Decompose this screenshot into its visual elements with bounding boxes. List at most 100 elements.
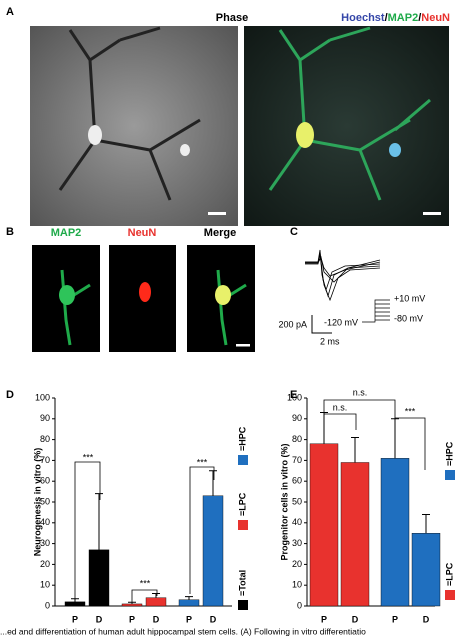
panel-letter: A bbox=[6, 6, 14, 18]
error-bar bbox=[351, 437, 359, 463]
error-bar bbox=[391, 418, 399, 459]
legend-label: =LPC bbox=[444, 562, 454, 586]
stain: MAP2 bbox=[388, 12, 419, 24]
x-tick-label: D bbox=[96, 614, 103, 624]
y-tick-label: 10 bbox=[292, 580, 302, 590]
bar bbox=[64, 601, 86, 607]
error-bar bbox=[185, 596, 193, 600]
cells bbox=[268, 26, 431, 201]
annotation: *** bbox=[405, 406, 416, 416]
legend-swatch bbox=[445, 470, 455, 480]
scale-label: 200 pA bbox=[278, 319, 307, 329]
bar bbox=[145, 597, 167, 607]
y-tick-label: 60 bbox=[40, 476, 50, 486]
y-tick-label: 50 bbox=[292, 496, 302, 506]
fluorescence-image bbox=[244, 26, 449, 226]
bar bbox=[380, 458, 410, 607]
x-tick-label: D bbox=[153, 614, 160, 624]
legend-label: =Total bbox=[237, 570, 247, 596]
scale-bar bbox=[236, 344, 250, 347]
caption: ...ed and differentiation of human adult… bbox=[0, 626, 366, 636]
y-tick-label: 70 bbox=[292, 455, 302, 465]
panel-letter: D bbox=[6, 389, 14, 401]
soma bbox=[389, 143, 401, 157]
legend-swatch bbox=[238, 600, 248, 610]
panel-letter: C bbox=[290, 226, 298, 238]
panel-letter: E bbox=[290, 389, 297, 401]
y-tick-label: 90 bbox=[40, 413, 50, 423]
x-tick-label: D bbox=[210, 614, 217, 624]
legend-swatch bbox=[238, 520, 248, 530]
panel-label: Merge bbox=[204, 227, 236, 239]
annotation: *** bbox=[140, 578, 151, 588]
legend-label: =LPC bbox=[237, 492, 247, 516]
y-tick-label: 80 bbox=[40, 434, 50, 444]
panel-label: MAP2 bbox=[51, 227, 82, 239]
annotation: n.s. bbox=[333, 402, 348, 412]
y-axis-label: Progenitor cells in vitro (%) bbox=[279, 443, 289, 560]
y-tick-label: 0 bbox=[45, 600, 50, 610]
error-bar bbox=[128, 601, 136, 604]
significance-brackets bbox=[74, 399, 426, 602]
voltage-label: -80 mV bbox=[394, 313, 423, 323]
bar bbox=[411, 533, 441, 607]
phase-image bbox=[30, 26, 238, 226]
x-tick-label: P bbox=[129, 614, 135, 624]
x-tick-label: P bbox=[321, 614, 327, 624]
bar bbox=[340, 462, 370, 607]
soma bbox=[59, 285, 75, 305]
y-tick-label: 0 bbox=[297, 600, 302, 610]
annotation: n.s. bbox=[353, 387, 368, 397]
x-tick-label: P bbox=[186, 614, 192, 624]
y-tick-label: 20 bbox=[40, 559, 50, 569]
bar bbox=[202, 495, 224, 607]
y-tick-label: 10 bbox=[40, 580, 50, 590]
error-bar bbox=[95, 493, 103, 550]
error-bar bbox=[209, 470, 217, 496]
y-tick-label: 40 bbox=[292, 517, 302, 527]
scale-bars bbox=[311, 315, 332, 334]
error-bar bbox=[320, 412, 328, 444]
x-tick-label: D bbox=[423, 614, 430, 624]
y-tick-label: 30 bbox=[292, 538, 302, 548]
y-tick-label: 100 bbox=[287, 392, 302, 402]
voltage-steps bbox=[362, 299, 390, 323]
legend-label: =HPC bbox=[237, 426, 247, 451]
panel-letter: B bbox=[6, 226, 14, 238]
panel-label: NeuN bbox=[128, 227, 157, 239]
x-tick-label: D bbox=[352, 614, 359, 624]
y-axis-label: Neurogenesis in vitro (%) bbox=[32, 448, 42, 557]
soma bbox=[215, 285, 231, 305]
voltage-label: +10 mV bbox=[394, 293, 425, 303]
y-tick-label: 90 bbox=[292, 413, 302, 423]
soma bbox=[180, 144, 190, 156]
y-tick-label: 30 bbox=[40, 538, 50, 548]
stain: NeuN bbox=[421, 12, 450, 24]
nucleus bbox=[139, 282, 151, 302]
scale-bar bbox=[423, 212, 441, 215]
panel-label: Phase bbox=[216, 12, 248, 24]
legend-label: =HPC bbox=[444, 441, 454, 466]
voltage-label: -120 mV bbox=[324, 317, 358, 327]
error-bar bbox=[71, 598, 79, 602]
stain: / bbox=[418, 12, 421, 24]
y-tick-label: 100 bbox=[35, 392, 50, 402]
y-tick-label: 60 bbox=[292, 476, 302, 486]
stain: Hoechst bbox=[341, 12, 385, 24]
y-tick-label: 70 bbox=[40, 455, 50, 465]
x-tick-label: P bbox=[72, 614, 78, 624]
legend-swatch bbox=[238, 455, 248, 465]
scale-bar bbox=[208, 212, 226, 215]
annotation: *** bbox=[83, 452, 94, 462]
error-bar bbox=[152, 593, 160, 598]
bar bbox=[178, 599, 200, 607]
legend-swatch bbox=[445, 590, 455, 600]
current-traces bbox=[305, 249, 381, 302]
y-tick-label: 80 bbox=[292, 434, 302, 444]
x-tick-label: P bbox=[392, 614, 398, 624]
stain-label: Hoechst/MAP2/NeuN bbox=[341, 12, 450, 24]
soma bbox=[88, 125, 102, 145]
stain: / bbox=[385, 12, 388, 24]
y-tick-label: 20 bbox=[292, 559, 302, 569]
